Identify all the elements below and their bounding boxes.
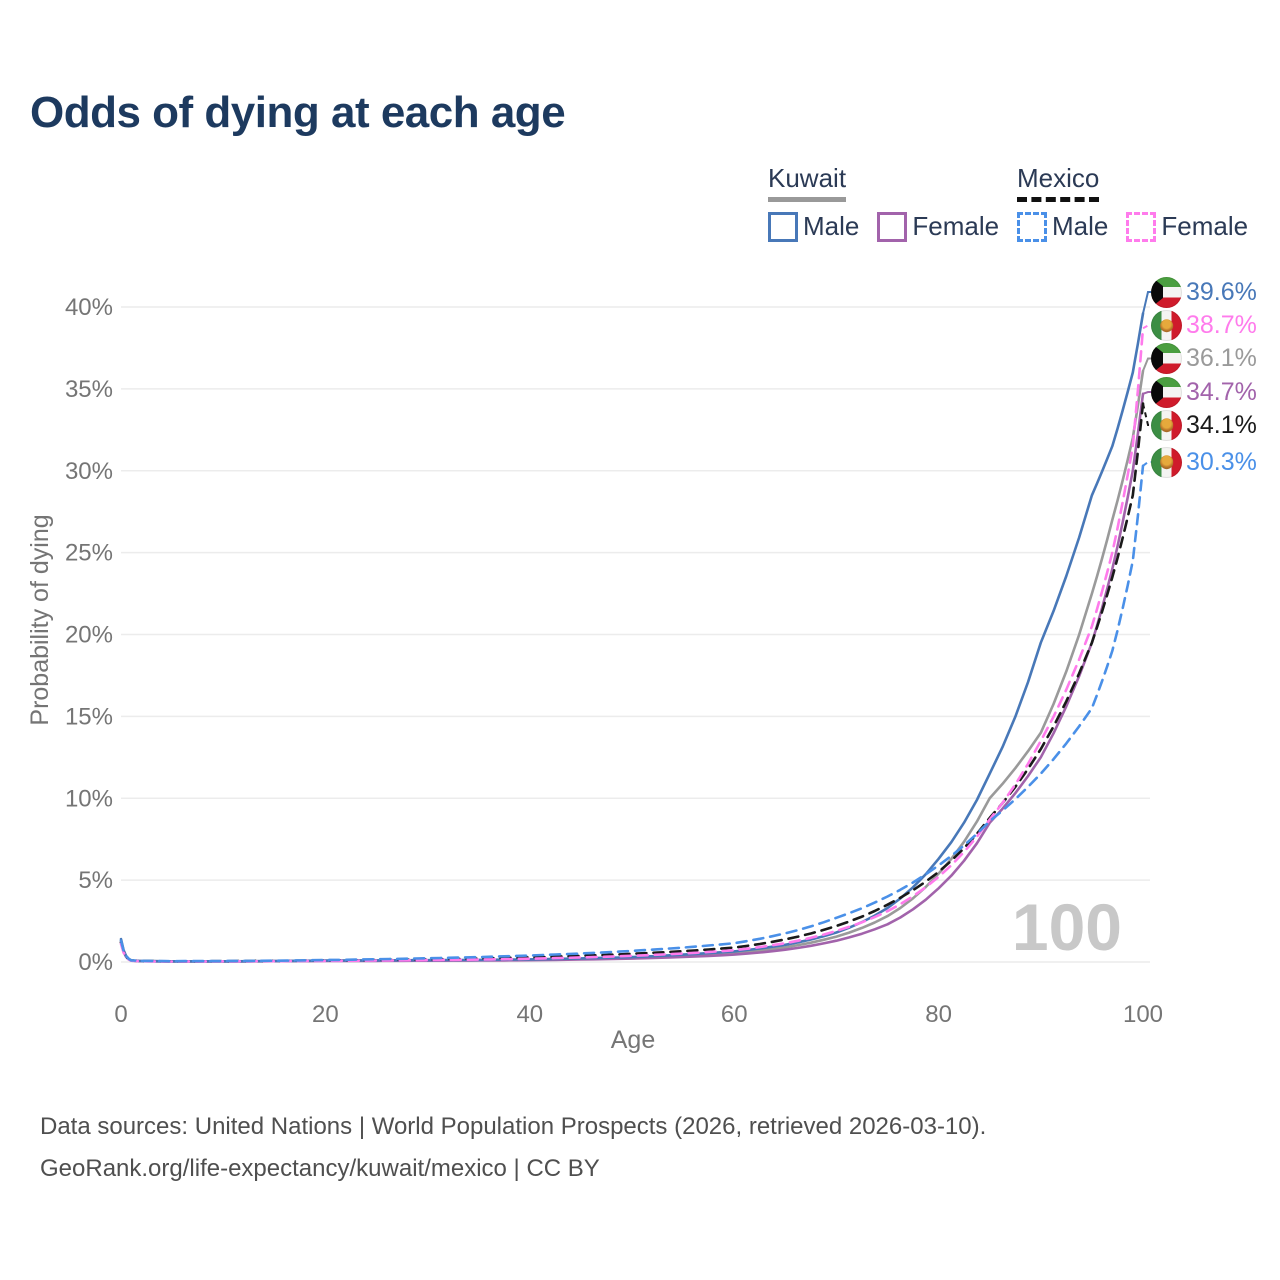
legend-item-kuwait-male[interactable]: Male bbox=[768, 211, 859, 242]
series-line-mexico-female bbox=[119, 327, 1145, 963]
legend: Kuwait Male Female Mexico Male Female bbox=[0, 163, 1280, 243]
source-note: Data sources: United Nations | World Pop… bbox=[40, 1106, 986, 1190]
x-tick-label: 80 bbox=[925, 1001, 952, 1028]
legend-item-mexico-female[interactable]: Female bbox=[1126, 211, 1248, 242]
end-label-connector-mexico-all bbox=[1142, 403, 1152, 426]
end-label-connector-mexico-female bbox=[1142, 324, 1152, 330]
solid-line-swatch-icon bbox=[768, 211, 798, 242]
y-tick-label: 20% bbox=[65, 622, 113, 649]
end-label-connector-kuwait-all bbox=[1142, 357, 1152, 372]
x-tick-label: 100 bbox=[1123, 1001, 1163, 1028]
y-tick-label: 10% bbox=[65, 785, 113, 812]
x-tick-label: 0 bbox=[114, 1001, 127, 1028]
legend-item-kuwait-female[interactable]: Female bbox=[877, 211, 999, 242]
series-line-mexico-male bbox=[119, 464, 1145, 963]
series-line-kuwait-all bbox=[119, 369, 1145, 963]
y-tick-label: 35% bbox=[65, 376, 113, 403]
x-axis-title: Age bbox=[611, 1026, 655, 1054]
series-line-mexico-all bbox=[119, 402, 1145, 963]
series-line-kuwait-female bbox=[119, 392, 1145, 963]
dashed-line-swatch-icon bbox=[1017, 211, 1047, 242]
legend-item-label: Female bbox=[912, 211, 1000, 241]
end-label-connector-kuwait-male bbox=[1142, 291, 1152, 314]
y-tick-label: 5% bbox=[78, 867, 113, 894]
age-watermark: 100 bbox=[1012, 890, 1122, 964]
legend-group-kuwait: Kuwait Male Female bbox=[768, 163, 1017, 242]
source-line-1: Data sources: United Nations | World Pop… bbox=[40, 1113, 987, 1140]
page-title: Odds of dying at each age bbox=[30, 88, 566, 137]
y-tick-label: 30% bbox=[65, 458, 113, 485]
end-label-connector-mexico-male bbox=[1142, 461, 1152, 467]
source-line-2: GeoRank.org/life-expectancy/kuwait/mexic… bbox=[40, 1155, 600, 1182]
series-line-kuwait-male bbox=[119, 312, 1145, 963]
y-axis-title: Probability of dying bbox=[26, 514, 54, 725]
y-tick-label: 0% bbox=[78, 949, 113, 976]
y-tick-label: 25% bbox=[65, 540, 113, 567]
x-tick-label: 40 bbox=[516, 1001, 543, 1028]
legend-group-mexico: Mexico Male Female bbox=[1017, 163, 1266, 242]
legend-country-kuwait[interactable]: Kuwait bbox=[768, 163, 847, 202]
dashed-line-swatch-icon bbox=[1126, 211, 1157, 242]
y-tick-label: 15% bbox=[65, 703, 113, 730]
legend-item-label: Male bbox=[1052, 211, 1109, 241]
legend-item-label: Female bbox=[1161, 211, 1249, 241]
legend-country-mexico[interactable]: Mexico bbox=[1017, 163, 1100, 202]
solid-line-swatch-icon bbox=[877, 211, 908, 242]
legend-item-mexico-male[interactable]: Male bbox=[1017, 211, 1108, 242]
y-tick-label: 40% bbox=[65, 294, 113, 321]
x-tick-label: 60 bbox=[721, 1001, 748, 1028]
legend-item-label: Male bbox=[803, 211, 860, 241]
x-tick-label: 20 bbox=[312, 1001, 339, 1028]
end-label-connector-kuwait-female bbox=[1142, 391, 1152, 395]
